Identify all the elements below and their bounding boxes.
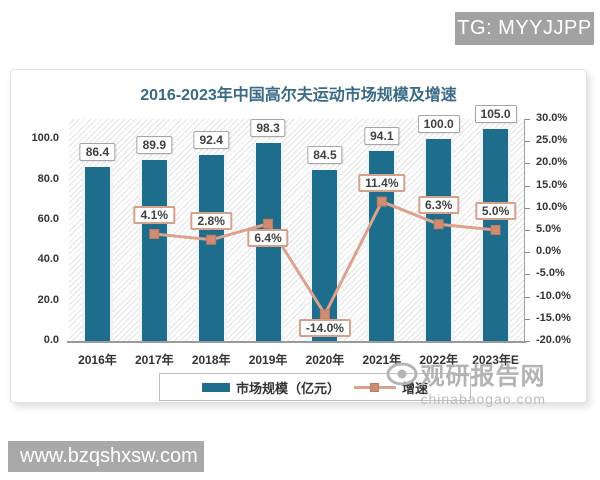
bar-2017年 — [138, 159, 170, 341]
growth-value-label: -14.0% — [298, 319, 351, 338]
bar-value-label: 86.4 — [79, 142, 116, 161]
y-axis-right-tickmark — [524, 185, 530, 187]
bar-value-label: 94.1 — [364, 127, 400, 146]
y-axis-right-line — [524, 119, 525, 341]
y-axis-right-tickmark — [524, 341, 530, 342]
legend-label-growth: 增速 — [402, 380, 429, 396]
tg-watermark-badge: TG: MYYJJPP — [455, 12, 594, 45]
y-axis-right-tick: 10.0% — [536, 200, 568, 213]
bar-2022年 — [423, 139, 455, 341]
watermark-chinabaogao: 观研报告网 chinabaogao.com — [386, 356, 546, 407]
chart-legend: 市场规模（亿元） 增速 — [159, 373, 471, 401]
y-axis-right-tickmark — [524, 163, 530, 165]
x-axis-label: 2021年 — [362, 353, 402, 367]
bar-series-swatch-icon — [201, 382, 230, 392]
chart-title: 2016-2023年中国高尔夫运动市场规模及增速 — [140, 87, 457, 104]
x-axis-label: 2020年 — [305, 353, 345, 367]
site-watermark-badge: www.bzqshxsw.com — [8, 441, 204, 472]
y-axis-right-tickmark — [524, 230, 530, 231]
bar-value-label: 98.3 — [250, 118, 286, 137]
y-axis-right-tickmark — [524, 274, 530, 276]
y-axis-right-tickmark — [524, 252, 530, 254]
growth-value-label: 6.4% — [247, 228, 289, 247]
growth-value-label: 6.3% — [418, 196, 460, 215]
y-axis-left-tick: 60.0 — [37, 212, 59, 225]
eye-logo-icon — [386, 362, 418, 385]
legend-item-growth: 增速 — [354, 378, 428, 397]
y-axis-right-tickmark — [524, 119, 530, 120]
y-axis-right-tick: 20.0% — [536, 156, 568, 169]
y-axis-right-tickmark — [524, 207, 530, 209]
chart-card: 2016-2023年中国高尔夫运动市场规模及增速 86.4 89.9 92.4 98.… — [10, 69, 587, 407]
bar-2020年 — [309, 170, 341, 341]
y-axis-right-tick: 15.0% — [536, 178, 568, 191]
y-axis-right-tick: -15.0% — [536, 311, 571, 324]
growth-value-label: 5.0% — [474, 202, 517, 220]
x-axis-label: 2019年 — [248, 353, 288, 367]
x-axis-label: 2022年 — [419, 353, 459, 367]
x-axis-label: 2018年 — [191, 353, 231, 367]
bar-2023年E — [480, 129, 512, 341]
x-axis-label: 2016年 — [78, 353, 117, 367]
bar-value-label: 105.0 — [474, 105, 517, 124]
x-axis-label: 2017年 — [134, 353, 174, 367]
x-axis-label: 2023年E — [472, 353, 519, 367]
y-axis-left-tick: 100.0 — [31, 132, 59, 145]
bar-value-label: 100.0 — [417, 115, 460, 134]
growth-value-label: 4.1% — [133, 205, 175, 224]
growth-value-label: 11.4% — [358, 173, 406, 192]
y-axis-right-tickmark — [524, 318, 530, 320]
y-axis-right-tick: 30.0% — [536, 112, 568, 124]
bar-2018年 — [195, 154, 227, 341]
y-axis-left-tick: 80.0 — [37, 172, 59, 185]
bar-value-label: 92.4 — [193, 130, 229, 149]
y-axis-left-tick: 0.0 — [43, 334, 59, 346]
y-axis-right-tickmark — [524, 296, 530, 298]
watermark-domain-text: chinabaogao.com — [420, 391, 546, 407]
bar-2016年 — [81, 166, 113, 341]
legend-label-market-size: 市场规模（亿元） — [235, 380, 340, 396]
y-axis-right-tick: -10.0% — [536, 289, 571, 302]
y-axis-right-tick: -5.0% — [536, 267, 565, 280]
y-axis-right-tick: 5.0% — [536, 223, 562, 235]
x-axis-line — [67, 341, 526, 343]
bar-value-label: 84.5 — [307, 146, 343, 165]
legend-item-market-size: 市场规模（亿元） — [201, 378, 340, 397]
y-axis-right-tickmark — [524, 141, 530, 143]
y-axis-left-tick: 40.0 — [37, 253, 59, 266]
line-series-swatch-icon — [354, 382, 396, 392]
y-axis-right-tick: 0.0% — [536, 245, 562, 258]
growth-value-label: 2.8% — [190, 211, 232, 230]
y-axis-right-tick: 25.0% — [536, 134, 568, 147]
watermark-brand-text: 观研报告网 — [420, 363, 546, 390]
y-axis-right-tick: -20.0% — [536, 334, 571, 346]
y-axis-left-tick: 20.0 — [37, 293, 59, 306]
bar-value-label: 89.9 — [136, 135, 172, 154]
